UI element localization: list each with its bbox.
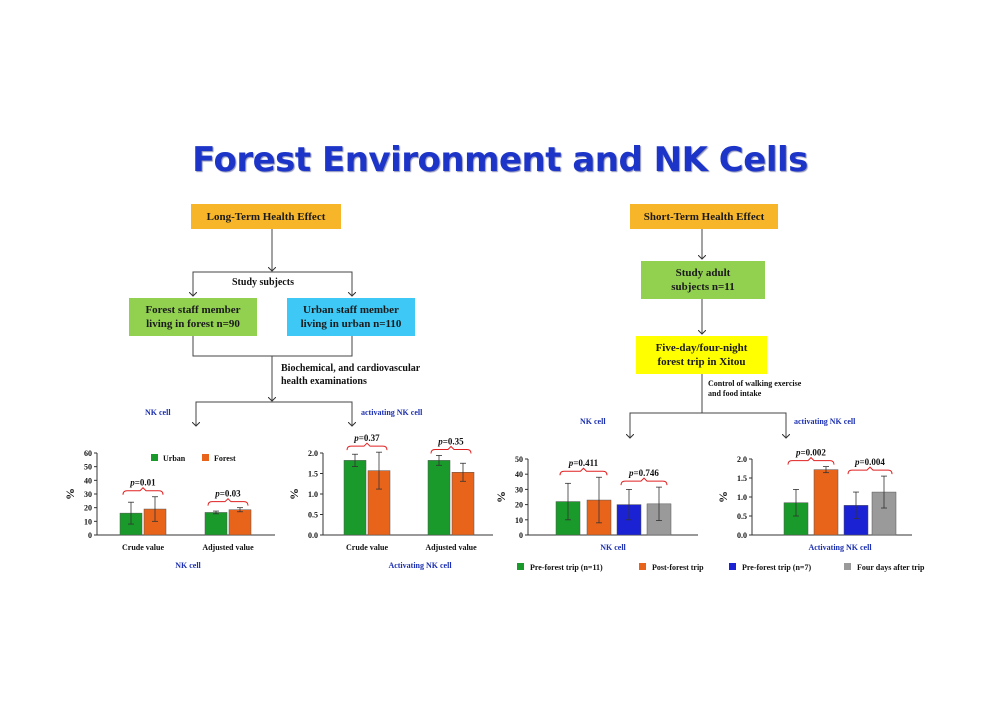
y-tick-label: 10 xyxy=(515,516,523,525)
legend-swatch-forest xyxy=(202,454,209,461)
significance-bracket xyxy=(847,466,893,475)
significance-bracket xyxy=(787,456,835,465)
p-value-label: p=0.004 xyxy=(854,457,885,467)
y-tick-label: 50 xyxy=(84,463,92,472)
significance-bracket xyxy=(346,442,388,451)
bar-urban-1 xyxy=(343,460,367,536)
legend-swatch-2 xyxy=(639,563,646,570)
legend-label-urban: Urban xyxy=(163,454,186,463)
x-axis-label: NK cell xyxy=(600,543,626,552)
y-tick-label: 0 xyxy=(519,531,523,540)
chart-3: 0 10 20 30 40 50% p=0.411 p=0.746 NK cell xyxy=(494,455,698,552)
x-axis-label: Activating NK cell xyxy=(808,543,872,552)
x-axis-label: NK cell xyxy=(175,561,201,570)
forest-trip-box: Five-day/four-night forest trip in Xitou xyxy=(636,336,767,374)
y-tick-label: 0.5 xyxy=(737,512,747,521)
legend-swatch-urban xyxy=(151,454,158,461)
legend-swatch-3 xyxy=(729,563,736,570)
category-label: Crude value xyxy=(346,543,388,552)
y-tick-label: 60 xyxy=(84,449,92,458)
p-value-label: p=0.002 xyxy=(795,448,826,458)
bar-urban-2 xyxy=(204,512,228,536)
study-adult-box: Study adult subjects n=11 xyxy=(641,261,765,299)
long-term-header-box: Long-Term Health Effect xyxy=(191,204,341,229)
p-value-label: p=0.37 xyxy=(353,433,380,443)
y-tick-label: 1.0 xyxy=(308,490,318,499)
y-tick-label: 0 xyxy=(88,531,92,540)
p-value-label: p=0.03 xyxy=(214,489,241,499)
legend-label-1: Pre-forest trip (n=11) xyxy=(530,563,603,572)
left-activating-nk-label: activating NK cell xyxy=(361,408,423,417)
merge-connector xyxy=(192,336,353,357)
legend-swatch-4 xyxy=(844,563,851,570)
split-connector xyxy=(192,271,353,295)
right-branch-connector xyxy=(629,412,787,437)
y-tick-label: 20 xyxy=(515,501,523,510)
y-tick-label: 1.5 xyxy=(737,474,747,483)
y-axis-label: % xyxy=(494,491,508,503)
y-tick-label: 10 xyxy=(84,517,92,526)
right-nk-cell-label: NK cell xyxy=(580,417,606,426)
exams-label: Biochemical, and cardiovascular health e… xyxy=(281,363,421,387)
y-tick-label: 20 xyxy=(84,504,92,513)
y-tick-label: 1.5 xyxy=(308,470,318,479)
p-value-label: p=0.411 xyxy=(568,458,599,468)
significance-bracket xyxy=(430,445,472,454)
bar-2 xyxy=(813,469,839,536)
right-activating-nk-label: activating NK cell xyxy=(794,417,856,426)
y-tick-label: 30 xyxy=(84,490,92,499)
study-subjects-label: Study subjects xyxy=(232,277,294,288)
forest-group-box: Forest staff member living in forest n=9… xyxy=(129,298,257,336)
chart-1: 0 10 20 30 40 50 60% p=0.01 Crude value p=0.03 Adj… xyxy=(63,449,275,570)
legend-label-2: Post-forest trip xyxy=(652,563,704,572)
legend-swatch-1 xyxy=(517,563,524,570)
p-value-label: p=0.01 xyxy=(129,478,156,488)
y-tick-label: 0.0 xyxy=(308,531,318,540)
significance-bracket xyxy=(559,467,608,476)
p-value-label: p=0.746 xyxy=(628,468,659,478)
y-tick-label: 0.5 xyxy=(308,511,318,520)
y-axis-label: % xyxy=(287,488,301,500)
y-tick-label: 40 xyxy=(84,476,92,485)
y-tick-label: 30 xyxy=(515,485,523,494)
significance-bracket xyxy=(620,477,668,486)
y-tick-label: 40 xyxy=(515,470,523,479)
significance-bracket xyxy=(207,497,249,506)
p-value-label: p=0.35 xyxy=(437,436,464,446)
chart-2: 0.0 0.5 1.0 1.5 2.0% p=0.37 Crude value p=0.35 A… xyxy=(287,433,493,570)
left-nk-cell-label: NK cell xyxy=(145,408,171,417)
legend-label-forest: Forest xyxy=(214,454,236,463)
left-branch-connector xyxy=(195,401,353,425)
legend-label-4: Four days after trip xyxy=(857,563,925,572)
category-label: Adjusted value xyxy=(425,543,477,552)
legend-label-3: Pre-forest trip (n=7) xyxy=(742,563,811,572)
y-tick-label: 0.0 xyxy=(737,531,747,540)
category-label: Adjusted value xyxy=(202,543,254,552)
urban-group-box: Urban staff member living in urban n=110 xyxy=(287,298,415,336)
bar-forest-2 xyxy=(228,509,252,536)
significance-bracket xyxy=(122,487,164,495)
y-tick-label: 2.0 xyxy=(737,455,747,464)
page-title: Forest Environment and NK Cells xyxy=(192,140,808,180)
short-term-header-box: Short-Term Health Effect xyxy=(630,204,778,229)
y-axis-label: % xyxy=(716,491,730,503)
category-label: Crude value xyxy=(122,543,164,552)
control-label: Control of walking exercise and food int… xyxy=(708,379,802,398)
chart-4: 0.0 0.5 1.0 1.5 2.0% p=0.002 p=0.004 Activating… xyxy=(517,448,925,572)
y-tick-label: 1.0 xyxy=(737,493,747,502)
x-axis-label: Activating NK cell xyxy=(388,561,452,570)
flow-connectors xyxy=(193,229,786,438)
y-tick-label: 2.0 xyxy=(308,449,318,458)
bar-urban-2 xyxy=(427,460,451,536)
y-tick-label: 50 xyxy=(515,455,523,464)
y-axis-label: % xyxy=(63,488,77,500)
